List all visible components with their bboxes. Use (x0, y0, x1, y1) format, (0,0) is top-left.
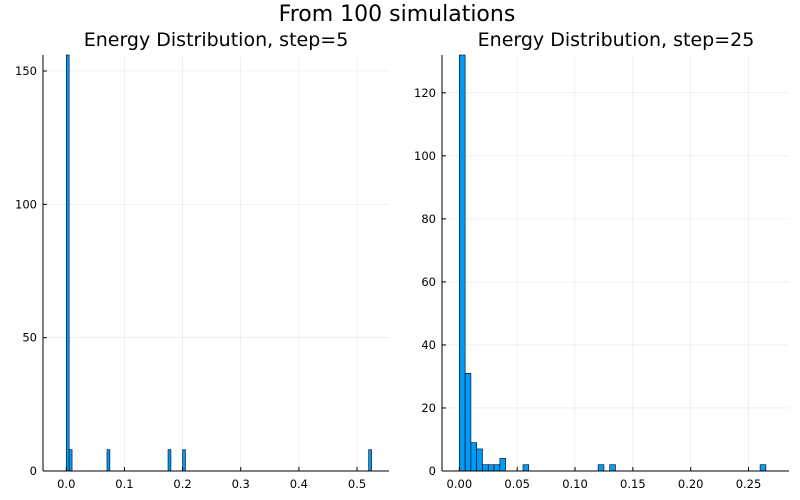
plot-title: Energy Distribution, step=25 (478, 29, 755, 51)
histogram-bar (522, 464, 530, 472)
histogram-bar (487, 464, 495, 472)
x-tick-label: 0.15 (620, 477, 646, 491)
x-tick-label: 0.2 (173, 477, 191, 491)
y-tick-label: 100 (15, 197, 37, 211)
histogram-bar (106, 449, 111, 472)
histogram-bar (65, 54, 70, 472)
figure-title: From 100 simulations (279, 2, 516, 27)
x-tick-label: 0.25 (736, 477, 762, 491)
histogram-step-25: Energy Distribution, step=25 0.00 0.05 0.1… (414, 29, 789, 491)
x-tick-label: 0.20 (678, 477, 704, 491)
x-tick-label: 0.4 (290, 477, 308, 491)
histogram-bar (368, 449, 372, 472)
x-tick-label: 0.10 (562, 477, 588, 491)
y-tick-label: 60 (421, 275, 436, 289)
x-tick-label: 0.5 (348, 477, 366, 491)
y-tick-label: 50 (22, 331, 37, 345)
x-tick-label: 0.05 (504, 477, 530, 491)
histogram-bar (68, 449, 73, 472)
histogram-bar (167, 449, 172, 472)
histogram-bar (459, 54, 466, 472)
x-tick-label: 0.1 (115, 477, 133, 491)
y-tick-label: 40 (421, 338, 436, 352)
histogram-step-5: Energy Distribution, step=5 0.0 0.1 0.2 0.3… (15, 29, 389, 491)
histogram-bar (476, 448, 483, 472)
histogram-bar (470, 442, 477, 472)
y-tick-label: 0 (429, 464, 436, 478)
histogram-bar (609, 464, 616, 472)
histogram-bar (499, 458, 506, 472)
x-tick-label: 0.3 (232, 477, 250, 491)
plot-title: Energy Distribution, step=5 (84, 29, 349, 51)
y-tick-label: 80 (421, 212, 436, 226)
histogram-bar (464, 373, 472, 472)
y-tick-label: 120 (414, 86, 436, 100)
histogram-bar (597, 464, 605, 472)
y-tick-label: 20 (421, 401, 436, 415)
histogram-bar (482, 464, 489, 472)
histogram-bar (493, 464, 501, 472)
x-tick-label: 0.0 (57, 477, 75, 491)
histogram-bar (759, 464, 767, 472)
y-tick-label: 150 (15, 64, 37, 78)
y-tick-label: 100 (414, 149, 436, 163)
x-tick-label: 0.00 (447, 477, 473, 491)
y-tick-label: 0 (30, 464, 37, 478)
